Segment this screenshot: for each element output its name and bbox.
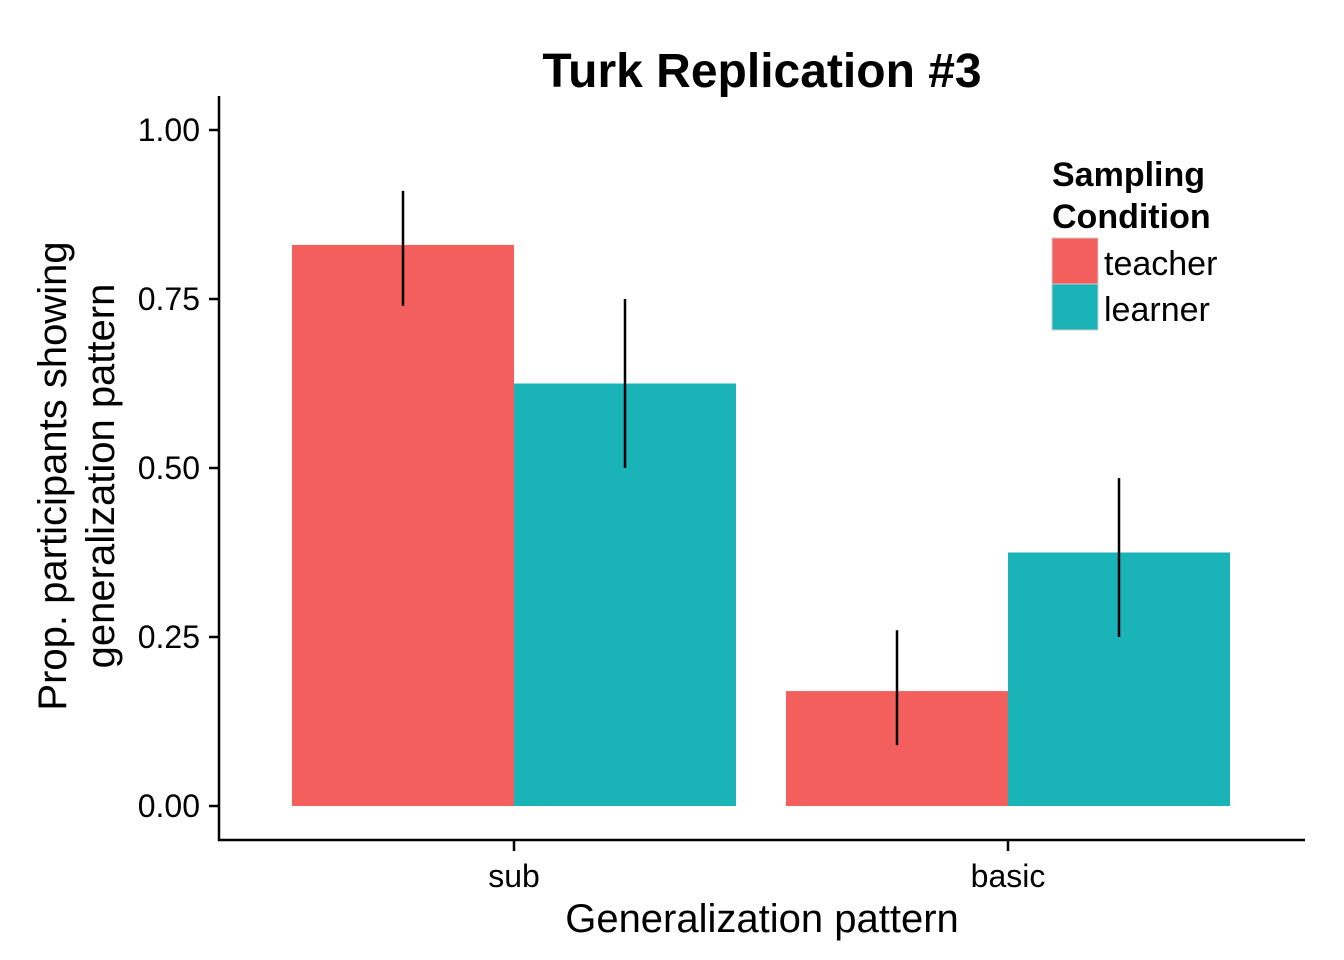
y-tick-label: 1.00 [138,112,200,148]
legend-key-learner [1051,283,1099,331]
legend-key-teacher [1051,237,1099,285]
legend-label-teacher: teacher [1104,245,1217,283]
bar-teacher-sub [292,244,514,807]
chart-title: Turk Replication #3 [542,45,981,98]
legend-label-learner: learner [1104,291,1210,329]
legend-title-line-1: Sampling [1052,156,1205,194]
y-tick-label: 0.00 [138,788,200,824]
y-tick-label: 0.75 [138,281,200,317]
errorbars-layer [401,190,1121,746]
x-axis-title: Generalization pattern [565,897,959,941]
y-ticks: 0.00 0.25 0.50 0.75 1.00 [138,112,219,824]
legend: Sampling Condition teacher learner [1051,156,1217,331]
y-tick-label: 0.50 [138,450,200,486]
legend-title-line-2: Condition [1052,198,1211,236]
y-axis-title: Prop. participants showing generalizatio… [31,241,123,710]
y-axis-title-line-1: Prop. participants showing [31,241,75,710]
x-tick-label: sub [488,858,540,894]
y-axis-title-line-2: generalization pattern [79,284,123,669]
x-tick-label: basic [971,858,1046,894]
y-tick-label: 0.25 [138,619,200,655]
x-ticks: sub basic [488,840,1045,894]
